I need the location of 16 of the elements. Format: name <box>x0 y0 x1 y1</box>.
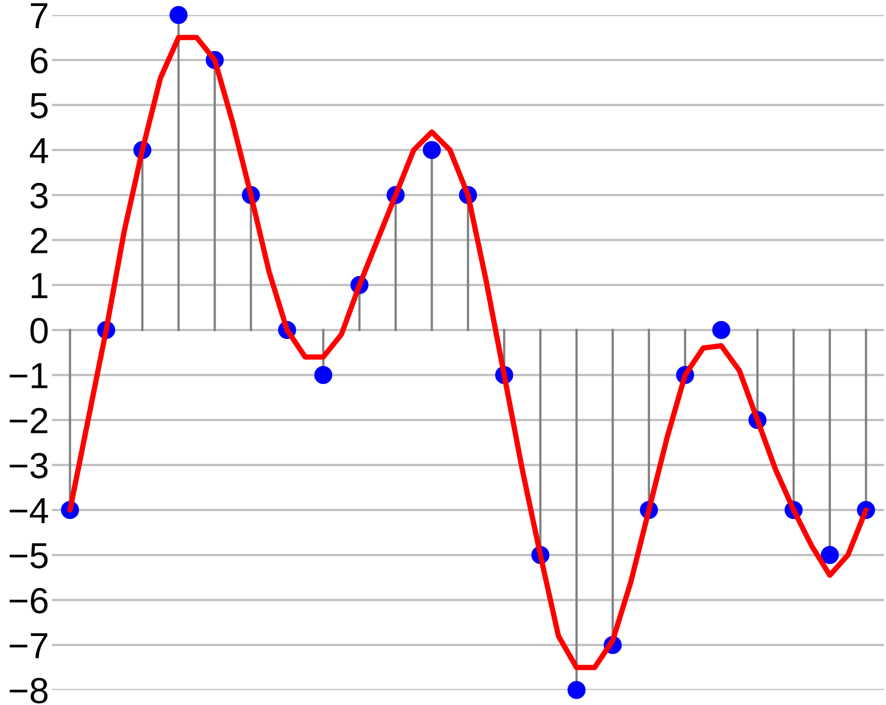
y-tick-label: −7 <box>10 633 48 658</box>
y-tick-label: 1 <box>32 273 48 298</box>
y-tick-label: 0 <box>30 318 48 344</box>
y-tick-label: −3 <box>10 452 48 478</box>
y-tick-label: −1 <box>10 363 48 388</box>
y-tick-label: −4 <box>10 498 48 524</box>
y-tick-label: −5 <box>10 543 48 568</box>
y-tick-label: −6 <box>10 588 48 614</box>
y-tick-label: 3 <box>30 182 48 208</box>
y-tick-label: 2 <box>30 228 48 254</box>
y-tick-label: −2 <box>10 408 48 434</box>
y-tick-label: −8 <box>10 678 48 704</box>
y-tick-label: 6 <box>30 48 48 74</box>
y-tick-label: 4 <box>30 138 48 164</box>
y-tick-label: 5 <box>30 93 48 118</box>
y-tick-label: 7 <box>30 3 48 28</box>
